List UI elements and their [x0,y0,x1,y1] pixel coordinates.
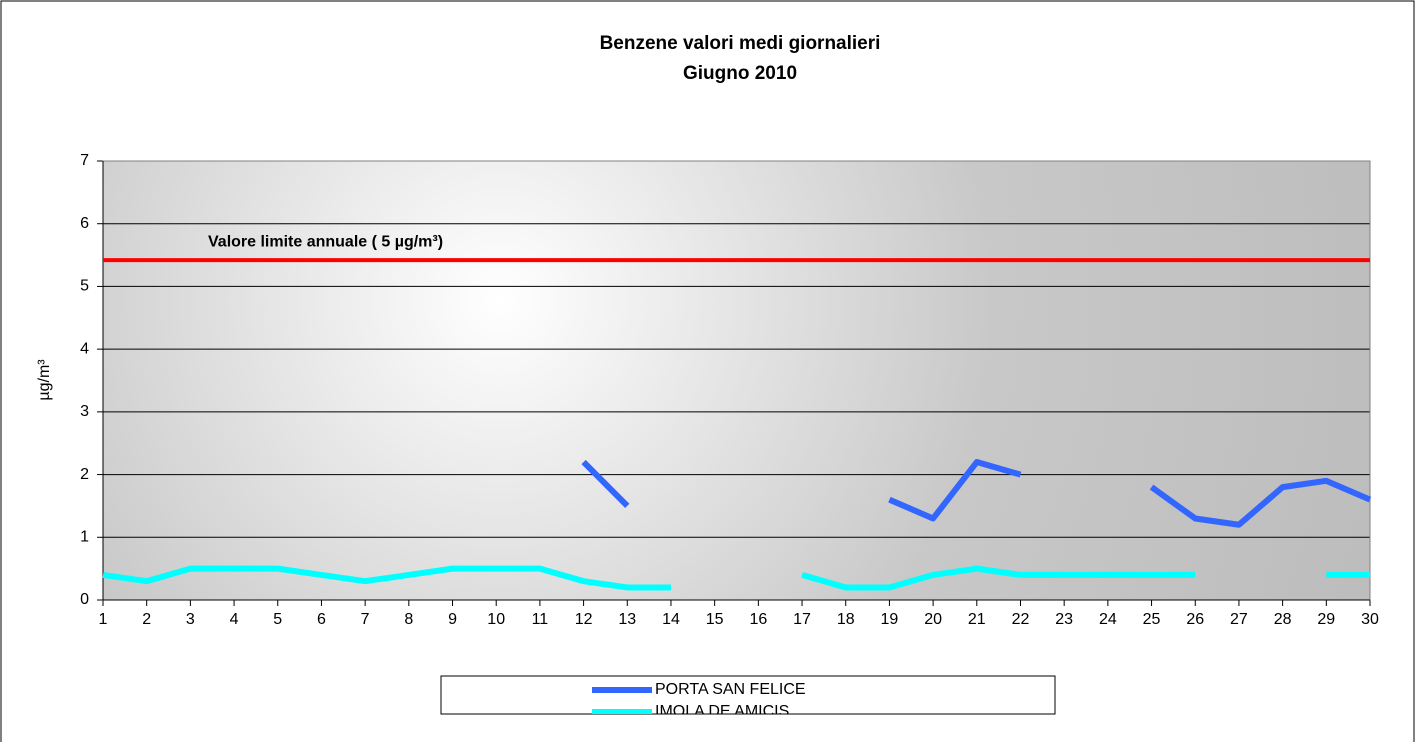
x-tick-label: 29 [1317,611,1335,628]
reference-label: Valore limite annuale ( 5 µg/m³) [208,233,443,250]
y-tick-label: 2 [80,466,89,483]
series-line [1149,477,1372,528]
x-tick-label: 19 [881,611,899,628]
x-tick-label: 21 [968,611,986,628]
x-tick-label: 30 [1361,611,1379,628]
legend-label: PORTA SAN FELICE [655,681,806,698]
legend-box [440,675,1056,715]
x-tick-label: 7 [361,611,370,628]
y-tick-label: 0 [80,591,89,608]
x-tick-label: 22 [1012,611,1030,628]
x-tick-label: 8 [404,611,413,628]
x-tick-label: 1 [99,611,108,628]
legend: PORTA SAN FELICE IMOLA DE AMICIS [592,681,806,720]
series-line [581,459,630,509]
chart-subtitle: Giugno 2010 [683,63,797,84]
x-tick-label: 4 [230,611,239,628]
y-tick-label: 1 [80,529,89,546]
y-tick-label: 5 [80,278,89,295]
chart-title: Benzene valori medi giornalieri [600,33,881,54]
x-tick-label: 2 [142,611,151,628]
x-tick-label: 6 [317,611,326,628]
y-tick-label: 3 [80,403,89,420]
legend-label: IMOLA DE AMICIS [655,703,789,720]
x-tick-label: 5 [273,611,282,628]
series-line [801,565,1196,591]
series-line [888,459,1022,522]
series-line [102,565,671,591]
x-tick-label: 18 [837,611,855,628]
plot-area [103,161,1370,600]
x-tick-label: 11 [532,611,549,628]
x-tick-label: 13 [618,611,636,628]
y-tick-label: 6 [80,215,89,232]
x-tick-label: 9 [448,611,457,628]
x-tick-label: 15 [706,611,724,628]
x-tick-label: 12 [575,611,593,628]
x-tick-label: 20 [924,611,942,628]
x-tick-label: 16 [749,611,767,628]
x-tick-label: 14 [662,611,680,628]
x-tick-label: 26 [1186,611,1204,628]
x-tick-label: 23 [1055,611,1073,628]
x-tick-label: 17 [793,611,811,628]
x-tick-label: 27 [1230,611,1248,628]
x-tick-label: 10 [487,611,505,628]
y-tick-label: 4 [80,340,89,357]
x-tick-label: 3 [186,611,195,628]
y-axis-label: µg/m³ [36,359,53,401]
x-tick-label: 25 [1143,611,1161,628]
x-tick-label: 28 [1274,611,1292,628]
x-tick-label: 24 [1099,611,1117,628]
y-tick-label: 7 [80,152,89,169]
